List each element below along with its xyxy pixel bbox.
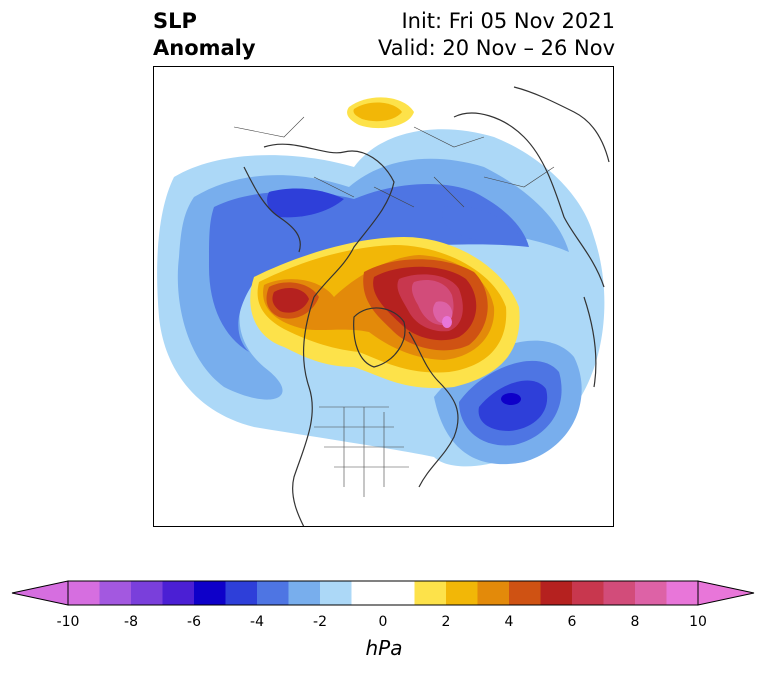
colorbar-segment [603,581,636,605]
colorbar-outline [67,580,699,606]
colorbar-segment [477,581,510,605]
colorbar-segment [351,581,384,605]
colorbar-tick-label: -10 [56,614,80,630]
title-left: SLP Anomaly [153,8,256,62]
colorbar-segments [11,580,755,606]
init-date: Init: Fri 05 Nov 2021 [401,9,615,33]
colorbar-segment [572,581,604,605]
colorbar-segment [666,581,699,605]
colorbar-segment [225,581,258,605]
colorbar-segment [194,581,226,605]
colorbar-segment [540,581,573,605]
coastlines [243,86,610,526]
anomaly-map [157,86,610,526]
colorbar-segment [288,581,321,605]
colorbar-segment [635,581,667,605]
colorbar-tick-label: -2 [313,614,327,630]
colorbar-tick-label: 2 [441,614,451,630]
variable-title: SLP [153,9,197,33]
colorbar-segment [257,581,289,605]
colorbar-unit-label: hPa [365,636,403,660]
colorbar-tick-label: -6 [187,614,201,630]
colorbar-segment [162,581,195,605]
colorbar-tick-label: -4 [250,614,264,630]
colorbar-segment [99,581,132,605]
colorbar-segment [446,581,478,605]
colorbar-segment [68,581,100,605]
colorbar-tick-label: -8 [124,614,138,630]
colorbar-extend-max [697,580,755,606]
colorbar-tick-label: 0 [378,614,388,630]
colorbar-tick-label: 10 [689,614,707,630]
colorbar-segment [131,581,163,605]
valid-range: Valid: 20 Nov – 26 Nov [378,36,615,60]
colorbar-segment [320,581,352,605]
map-panel [153,66,614,527]
colorbar [11,580,755,606]
colorbar-tick-label: 8 [630,614,640,630]
colorbar-extend-min [11,580,69,606]
political-borders [233,116,555,497]
colorbar-tick-label: 6 [567,614,577,630]
positive-anomaly-shading [250,97,520,388]
anomaly-subtitle: Anomaly [153,36,256,60]
title-right: Init: Fri 05 Nov 2021 Valid: 20 Nov – 26… [378,8,615,62]
colorbar-tick-label: 4 [504,614,514,630]
colorbar-segment [509,581,541,605]
colorbar-segment [414,581,447,605]
colorbar-segment [383,581,415,605]
